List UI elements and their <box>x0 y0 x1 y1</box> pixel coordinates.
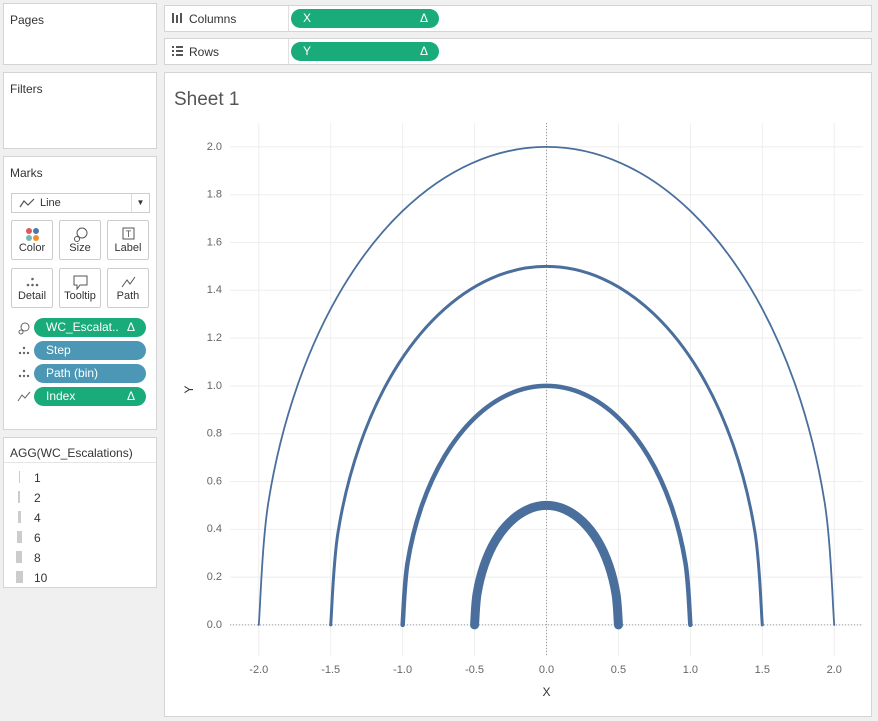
button-label: Color <box>18 242 46 254</box>
rows-label: Rows <box>189 45 220 59</box>
y-tick-label: 1.6 <box>207 236 222 248</box>
line-icon <box>19 198 35 208</box>
button-label: Label <box>114 242 142 254</box>
arc-line <box>470 500 623 630</box>
pages-title: Pages <box>10 13 45 27</box>
legend-swatch <box>18 471 20 483</box>
y-tick-label: 1.4 <box>207 284 222 296</box>
y-tick-label: 1.0 <box>207 380 222 392</box>
arc-line <box>329 264 764 627</box>
button-icon <box>26 228 39 241</box>
button-icon <box>74 227 88 242</box>
field-pill[interactable]: Index Δ <box>34 387 146 406</box>
worksheet: Sheet 1 0.0 0.2 0.4 0.6 0.8 1.0 1.2 1.4 1.6 1.8 2.… <box>164 72 872 717</box>
legend-label: 8 <box>34 551 41 565</box>
x-tick-label: -2.0 <box>249 664 268 676</box>
x-tick-label: 0.5 <box>611 664 626 676</box>
legend-swatch <box>17 511 21 523</box>
y-tick-label: 0.8 <box>207 428 222 440</box>
y-tick-label: 0.2 <box>207 571 222 583</box>
pill-delta: Δ <box>126 320 135 334</box>
legend-title: AGG(WC_Escalations) <box>10 446 133 460</box>
y-axis-title: Y <box>182 385 196 393</box>
filters-title: Filters <box>10 82 43 96</box>
pill-text: Path (bin) <box>46 366 99 380</box>
button-label: Size <box>69 242 91 254</box>
marks-title: Marks <box>10 166 43 180</box>
mark-type: Line <box>40 197 61 209</box>
legend-label: 6 <box>34 531 41 545</box>
x-tick-label: -1.5 <box>321 664 340 676</box>
mark-button[interactable]: T Label <box>107 220 149 260</box>
pill-text: Step <box>46 343 71 357</box>
y-tick-label: 2.0 <box>207 141 222 153</box>
button-icon <box>26 277 39 287</box>
chart-title: Sheet 1 <box>174 89 240 110</box>
pill-icon <box>18 322 30 335</box>
button-label: Path <box>116 290 140 302</box>
pill-delta: Δ <box>419 44 428 58</box>
pill-text: Index <box>46 389 76 403</box>
field-pill[interactable]: Path (bin) <box>34 364 146 383</box>
pill-icon <box>17 391 31 402</box>
pages-shelf[interactable]: Pages <box>3 3 157 65</box>
marks-card: Marks Line ▼ Color Size T Label Detail Toolti… <box>3 156 157 430</box>
mark-type-dropdown[interactable]: Line ▼ <box>11 193 150 213</box>
x-tick-label: -1.0 <box>393 664 412 676</box>
button-label: Tooltip <box>64 290 96 302</box>
pill-icon <box>18 346 30 355</box>
field-pill[interactable]: Step <box>34 341 146 360</box>
filters-shelf[interactable]: Filters <box>3 72 157 149</box>
svg-text:T: T <box>126 229 132 239</box>
chart: Sheet 1 0.0 0.2 0.4 0.6 0.8 1.0 1.2 1.4 1.6 1.8 2.… <box>174 89 863 699</box>
x-tick-label: 1.5 <box>755 664 770 676</box>
y-tick-label: 0.4 <box>207 523 222 535</box>
button-label: Detail <box>17 290 47 302</box>
legend-label: 1 <box>34 471 41 485</box>
x-tick-label: 2.0 <box>827 664 842 676</box>
size-legend: AGG(WC_Escalations) 1 2 4 6 8 10 <box>3 437 157 588</box>
y-tick-label: 0.6 <box>207 475 222 487</box>
mark-button[interactable]: Size <box>59 220 101 260</box>
pill-delta: Δ <box>126 389 135 403</box>
mark-button[interactable]: Color <box>11 220 53 260</box>
pill-delta: Δ <box>419 11 428 25</box>
legend-swatch <box>16 551 23 563</box>
legend-label: 2 <box>34 491 41 505</box>
mark-button[interactable]: Tooltip <box>59 268 101 308</box>
pill-text: Y <box>303 44 312 58</box>
legend-swatch <box>18 491 21 503</box>
button-icon <box>121 276 136 288</box>
y-tick-label: 0.0 <box>207 619 222 631</box>
legend-swatch <box>15 571 23 583</box>
pill-text: WC_Escalat.. <box>46 320 119 334</box>
legend-label: 4 <box>34 511 41 525</box>
x-tick-label: 1.0 <box>683 664 698 676</box>
field-pill[interactable]: WC_Escalat.. Δ <box>34 318 146 337</box>
legend-swatch <box>16 531 22 543</box>
x-tick-label: 0.0 <box>539 664 554 676</box>
x-axis-title: X <box>542 685 550 699</box>
arc-line <box>257 146 836 626</box>
pill-icon <box>18 369 30 378</box>
columns-icon <box>172 13 182 23</box>
legend-label: 10 <box>34 571 48 585</box>
mark-button[interactable]: Detail <box>11 268 53 308</box>
x-tick-label: -0.5 <box>465 664 484 676</box>
y-tick-label: 1.8 <box>207 189 222 201</box>
arc-line <box>400 383 693 628</box>
dropdown-arrow: ▼ <box>131 194 149 212</box>
pill-text: X <box>303 11 312 25</box>
columns-label: Columns <box>189 12 237 26</box>
rows-icon <box>172 46 183 56</box>
button-icon: T <box>122 227 135 240</box>
y-tick-label: 1.2 <box>207 332 222 344</box>
button-icon <box>73 275 88 290</box>
mark-button[interactable]: Path <box>107 268 149 308</box>
